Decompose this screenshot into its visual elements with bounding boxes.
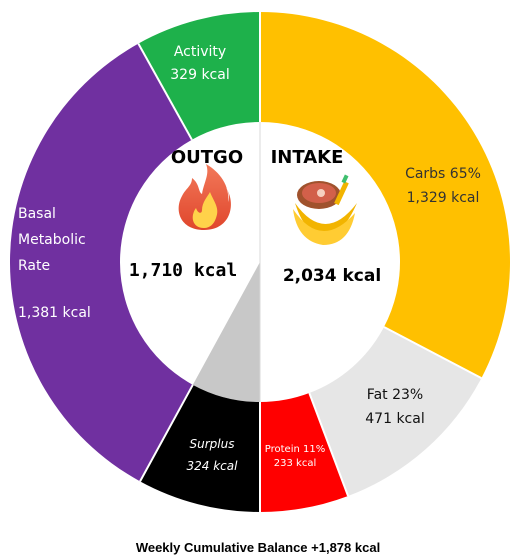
segment-divider	[308, 392, 350, 497]
surplus-inner-wedge	[192, 262, 260, 402]
intake-total: 2,034 kcal	[283, 266, 381, 286]
bmr-name-label: Basal	[18, 206, 56, 222]
protein-value-label: 233 kcal	[274, 458, 316, 469]
bmr-value-label: 1,381 kcal	[18, 305, 91, 321]
surplus-name-label: Surplus	[190, 437, 235, 451]
bmr-name-label: Metabolic	[18, 232, 86, 248]
intake-segment-protein	[260, 393, 349, 512]
segment-divider	[137, 43, 193, 141]
balance-donut-chart: Surplus 324 kcal Basal Metabolic Rate 1,381 k…	[9, 12, 511, 512]
activity-name-label: Activity	[174, 44, 226, 60]
segment-divider	[139, 384, 194, 482]
protein-name-label: Protein 11%	[265, 444, 325, 455]
outgo-title: OUTGO	[171, 147, 243, 168]
intake-segment-fat	[309, 327, 482, 496]
flame-icon	[178, 164, 231, 230]
outgo-segment-activity	[138, 12, 260, 140]
carbs-value-label: 1,329 kcal	[407, 190, 480, 206]
surplus-value-label: 324 kcal	[187, 459, 239, 473]
activity-value-label: 329 kcal	[170, 67, 229, 83]
bmr-name-label: Rate	[18, 258, 50, 274]
fat-value-label: 471 kcal	[365, 411, 424, 427]
weekly-balance-caption: Weekly Cumulative Balance +1,878 kcal	[135, 540, 381, 555]
outgo-total: 1,710 kcal	[129, 260, 237, 281]
food-bowl-icon	[293, 174, 357, 245]
carbs-name-label: Carbs 65%	[405, 166, 481, 182]
segment-divider	[383, 326, 482, 379]
fat-name-label: Fat 23%	[367, 387, 423, 403]
outgo-segment-bmr	[9, 43, 193, 482]
intake-title: INTAKE	[271, 147, 344, 168]
intake-segment-carbs	[260, 12, 511, 379]
outgo-segment-surplus	[140, 384, 260, 512]
